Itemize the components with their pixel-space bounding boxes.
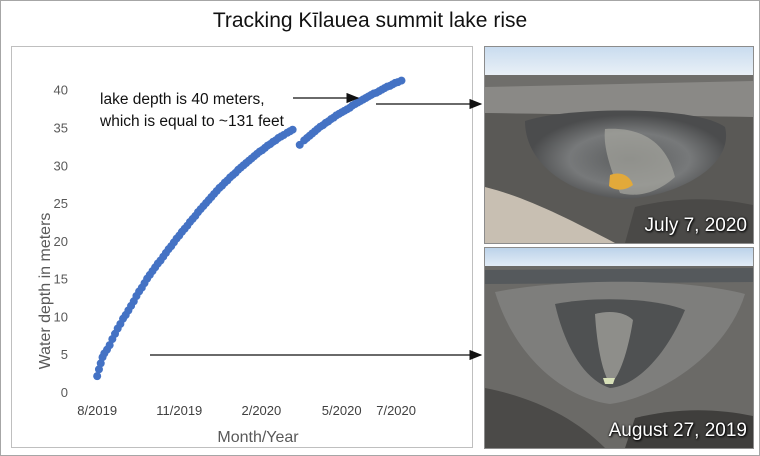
annotation-line-2: which is equal to ~131 feet xyxy=(99,113,285,130)
scatter-chart: 0 5 10 15 20 25 30 35 40 8/2019 11/2019 2/2020 5/20… xyxy=(37,76,416,446)
x-axis-label: Month/Year xyxy=(217,429,299,446)
y-tick-labels: 0 5 10 15 20 25 30 35 40 xyxy=(54,83,68,400)
x-tick-labels: 8/2019 11/2019 2/2020 5/2020 7/2020 xyxy=(77,403,416,418)
y-tick-label: 20 xyxy=(54,234,68,249)
x-tick-label: 8/2019 xyxy=(77,403,117,418)
crater-photo-august xyxy=(485,248,753,448)
photo-caption-august: August 27, 2019 xyxy=(608,420,747,441)
y-tick-label: 5 xyxy=(61,347,68,362)
crater-photo-july xyxy=(485,47,753,243)
y-tick-label: 15 xyxy=(54,272,68,287)
data-point xyxy=(96,359,105,368)
x-tick-label: 2/2020 xyxy=(241,403,281,418)
y-axis-label: Water depth in meters xyxy=(37,213,54,370)
data-points xyxy=(93,76,406,381)
y-tick-label: 25 xyxy=(54,196,68,211)
photo-july-2020: July 7, 2020 xyxy=(484,46,754,244)
y-tick-label: 30 xyxy=(54,158,68,173)
data-point xyxy=(93,372,102,381)
y-tick-label: 10 xyxy=(54,309,68,324)
data-point xyxy=(397,76,406,85)
x-tick-label: 11/2019 xyxy=(156,403,202,418)
y-tick-label: 0 xyxy=(61,385,68,400)
y-tick-label: 35 xyxy=(54,120,68,135)
x-tick-label: 5/2020 xyxy=(322,403,362,418)
photo-caption-july: July 7, 2020 xyxy=(644,215,747,236)
y-tick-label: 40 xyxy=(54,83,68,98)
photo-august-2019: August 27, 2019 xyxy=(484,247,754,449)
chart-area: 0 5 10 15 20 25 30 35 40 8/2019 11/2019 2/2020 5/20… xyxy=(11,46,473,448)
data-point xyxy=(288,125,297,134)
annotation-line-1: lake depth is 40 meters, xyxy=(100,91,265,108)
data-point xyxy=(105,341,114,350)
data-point xyxy=(94,365,103,374)
figure-title: Tracking Kīlauea summit lake rise xyxy=(212,9,528,32)
x-tick-label: 7/2020 xyxy=(376,403,416,418)
